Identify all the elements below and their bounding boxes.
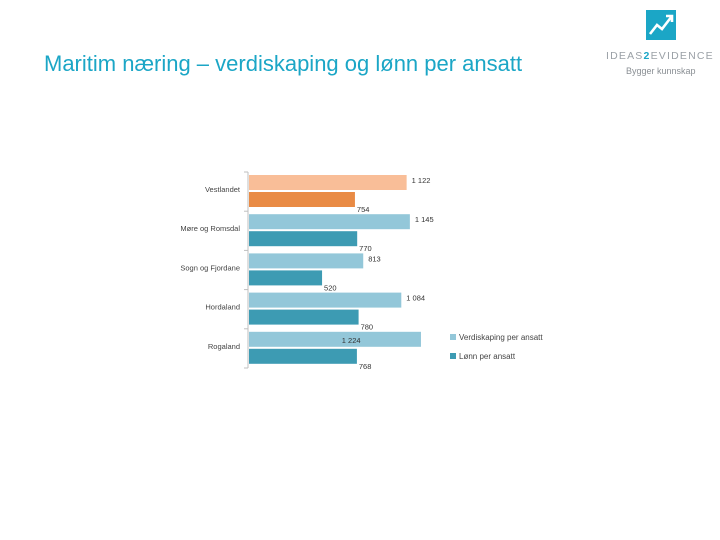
bar-lonn	[249, 309, 359, 325]
category-label: Hordaland	[205, 303, 240, 312]
company-logo: IDEAS2EVIDENCE Bygger kunnskap	[606, 8, 714, 80]
chart-trend-icon	[646, 10, 676, 40]
bar-lonn	[249, 231, 358, 247]
legend-label: Verdiskaping per ansatt	[459, 333, 543, 342]
category-label: Vestlandet	[205, 185, 241, 194]
category-label: Rogaland	[208, 342, 240, 351]
bar-lonn	[249, 192, 355, 207]
bar-verdiskaping	[249, 253, 364, 269]
logo-tagline: Bygger kunnskap	[626, 66, 696, 76]
category-label: Sogn og Fjordane	[180, 263, 240, 272]
category-label: Møre og Romsdal	[180, 224, 240, 233]
data-label: 768	[359, 362, 372, 371]
data-label: 1 122	[412, 176, 431, 185]
bar-lonn	[249, 348, 357, 364]
data-label: 1 084	[406, 294, 425, 303]
legend-swatch	[450, 353, 456, 359]
bar-verdiskaping	[249, 214, 410, 230]
data-label: 770	[359, 244, 372, 253]
data-label: 813	[368, 254, 381, 263]
data-label: 780	[361, 323, 374, 332]
logo-name-part1: IDEAS	[606, 50, 644, 62]
bar-verdiskaping	[249, 331, 421, 347]
slide-title: Maritim næring – verdiskaping og lønn pe…	[44, 51, 523, 76]
data-label: 754	[357, 205, 370, 214]
bar-chart: Vestlandet 1 122 754 Møre og Romsdal 1 145 77…	[180, 171, 543, 371]
logo-name: IDEAS2EVIDENCE	[606, 50, 714, 62]
bar-verdiskaping	[249, 292, 402, 308]
data-label: 1 145	[415, 215, 434, 224]
legend-swatch	[450, 334, 456, 340]
logo-name-part2: EVIDENCE	[650, 50, 714, 62]
bar-lonn	[249, 270, 323, 286]
legend-label: Lønn per ansatt	[459, 352, 516, 361]
data-label: 1 224	[342, 336, 361, 345]
bar-verdiskaping	[249, 175, 407, 190]
data-label: 520	[324, 283, 337, 292]
logo-name-accent: 2	[643, 50, 651, 62]
